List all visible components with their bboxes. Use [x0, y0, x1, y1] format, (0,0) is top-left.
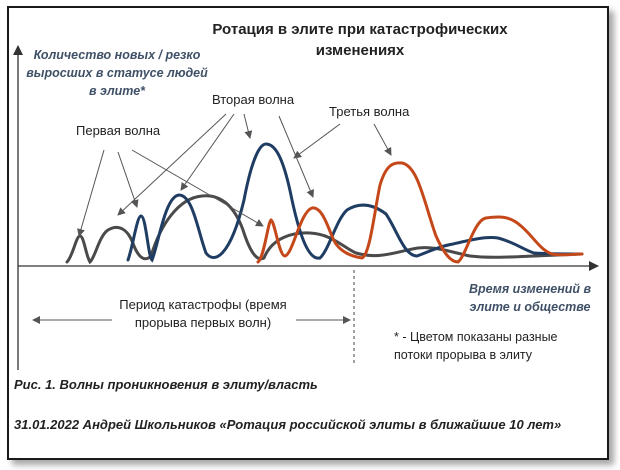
source-citation: 31.01.2022 Андрей Школьников «Ротация ро…	[14, 417, 562, 432]
second-wave-label: Вторая волна	[212, 92, 295, 107]
second-wave-arrow-2	[180, 113, 235, 191]
x-axis-label: Время изменений в элите и обществе	[468, 282, 592, 314]
diagram-title: Ротация в элите при катастрофических изм…	[212, 21, 508, 59]
wave-curve-navy	[126, 142, 582, 263]
first-wave-arrow-1	[77, 149, 105, 237]
second-wave-arrow-1	[117, 113, 227, 216]
figure-caption: Рис. 1. Волны проникновения в элиту/влас…	[14, 377, 318, 392]
color-note: * - Цветом показаны разные потоки прорыв…	[394, 330, 558, 362]
third-wave-arrow-2	[373, 123, 392, 156]
first-wave-arrow-2	[117, 151, 139, 208]
wave-curve-orange	[256, 161, 584, 264]
second-wave-arrow-3	[243, 113, 253, 139]
wave-curve-grey	[65, 194, 584, 265]
third-wave-arrow-1	[293, 123, 341, 159]
y-axis-label: Количество новых / резко выросших в стат…	[26, 48, 208, 98]
third-wave-label: Третья волна	[329, 104, 410, 119]
first-wave-arrow-3	[131, 149, 264, 227]
catastrophe-period-label: Период катастрофы (время прорыва первых …	[119, 297, 287, 330]
first-wave-label: Первая волна	[76, 123, 161, 138]
